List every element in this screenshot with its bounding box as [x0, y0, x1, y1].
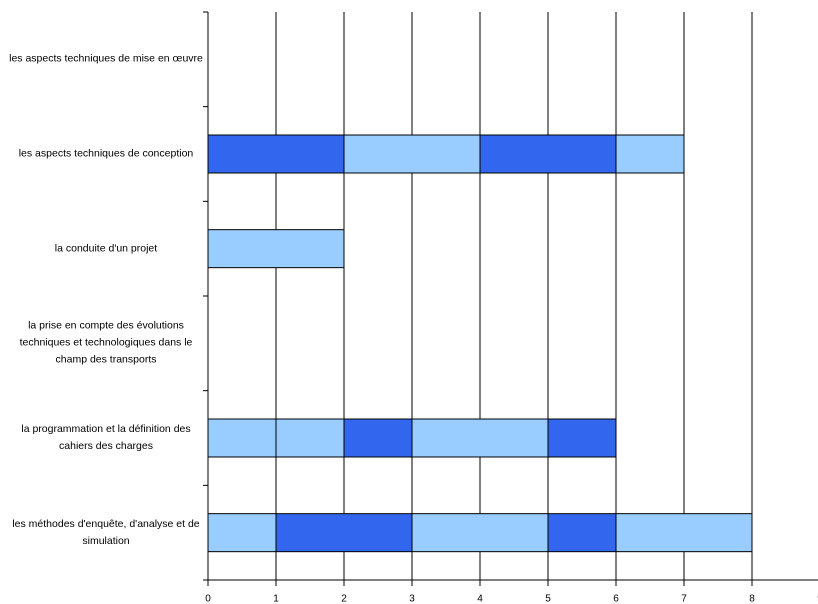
bar-segment	[275, 418, 345, 458]
bar-segment	[343, 134, 481, 174]
bar-segment	[479, 134, 617, 174]
x-tick-label: 6	[613, 594, 619, 604]
x-tick-label: 2	[341, 594, 347, 604]
bar-segment	[275, 513, 413, 553]
bar-segment	[207, 418, 277, 458]
y-tick-label: les aspects techniques de conception	[18, 147, 194, 160]
bar-segment	[411, 418, 549, 458]
bar-segment	[547, 418, 617, 458]
bar-segment	[411, 513, 549, 553]
x-tick-label: 8	[749, 594, 755, 604]
x-tick-label: 1	[273, 594, 279, 604]
bar-segment	[343, 418, 413, 458]
bar-segment	[207, 134, 345, 174]
bar-segment	[207, 229, 345, 269]
x-tick-label: 0	[205, 594, 211, 604]
x-tick-label: 3	[409, 594, 415, 604]
x-tick-label: 5	[545, 594, 551, 604]
y-tick-label: la conduite d'un projet	[54, 242, 158, 255]
bar-segment	[615, 513, 753, 553]
y-tick-label: les méthodes d'enquête, d'analyse et de …	[12, 517, 200, 547]
x-tick-label: 4	[477, 594, 483, 604]
bar-segment	[615, 134, 685, 174]
bar-segment	[207, 513, 277, 553]
y-tick-label: la programmation et la définition des ca…	[21, 423, 191, 452]
x-tick-label: 7	[681, 594, 687, 604]
bar-segment	[547, 513, 617, 553]
y-tick-label: la prise en compte des évolutions techni…	[19, 319, 193, 366]
y-tick-label: les aspects techniques de mise en œuvre	[9, 52, 203, 65]
